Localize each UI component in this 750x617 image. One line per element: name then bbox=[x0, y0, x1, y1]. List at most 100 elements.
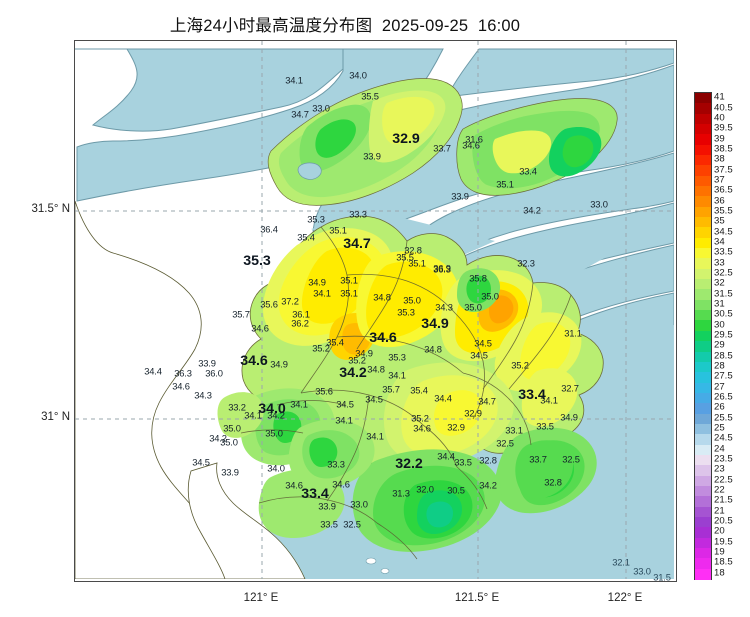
colorbar-tick: 40.5 bbox=[714, 102, 733, 113]
colorbar-segment bbox=[695, 496, 711, 508]
colorbar-tick: 37.5 bbox=[714, 164, 733, 176]
map-plot-area[interactable]: 34.1 34.0 35.5 33.0 34.7 32.9 33.7 31.6 33.9 33.4… bbox=[74, 40, 677, 582]
temperature-value-label: 32.9 bbox=[392, 131, 420, 147]
ytick-1: 31° N bbox=[41, 411, 70, 423]
temperature-value-label: 32.9 bbox=[447, 421, 465, 433]
colorbar-tick: 34.5 bbox=[714, 226, 733, 238]
outside-domain-mask bbox=[75, 200, 306, 579]
temperature-value-label: 34.1 bbox=[335, 414, 353, 426]
colorbar-tick: 39 bbox=[714, 133, 725, 145]
colorbar-segment bbox=[695, 392, 711, 404]
colorbar-tick: 27.5 bbox=[714, 370, 733, 382]
temperature-value-label: 33.9 bbox=[198, 357, 216, 369]
colorbar-segment bbox=[695, 485, 711, 497]
colorbar-tick: 33 bbox=[714, 257, 725, 269]
colorbar-segment bbox=[695, 382, 711, 394]
temperature-value-label: 33.9 bbox=[363, 150, 381, 162]
colorbar-tick: 35.5 bbox=[714, 205, 733, 217]
temperature-value-label: 32.8 bbox=[479, 454, 497, 466]
temperature-value-label: 35.3 bbox=[388, 351, 406, 363]
colorbar-tick: 40 bbox=[714, 112, 725, 124]
temperature-value-label: 35.0 bbox=[403, 294, 421, 306]
colorbar-segment bbox=[695, 372, 711, 384]
colorbar-segment bbox=[695, 330, 711, 342]
colorbar-tick: 23 bbox=[714, 463, 725, 475]
colorbar-segment bbox=[695, 217, 711, 229]
temperature-value-label: 35.1 bbox=[340, 287, 358, 299]
temperature-value-label: 36.1 bbox=[292, 308, 310, 320]
colorbar-segment bbox=[695, 527, 711, 539]
colorbar-tick: 20.5 bbox=[714, 515, 733, 527]
colorbar-tick: 38.5 bbox=[714, 143, 733, 155]
colorbar-segment bbox=[695, 175, 711, 187]
temperature-value-label: 35.5 bbox=[396, 251, 414, 263]
temperature-value-label: 34.8 bbox=[424, 343, 442, 355]
temperature-value-label: 34.4 bbox=[434, 392, 452, 404]
temperature-value-label: 35.1 bbox=[340, 274, 358, 286]
temperature-value-label: 34.6 bbox=[251, 322, 269, 334]
colorbar-tick: 37 bbox=[714, 174, 725, 186]
temperature-value-label: 36.0 bbox=[205, 367, 223, 379]
temperature-value-label: 33.0 bbox=[312, 102, 330, 114]
colorbar-tick: 31.5 bbox=[714, 288, 733, 300]
colorbar-segment bbox=[695, 558, 711, 570]
colorbar-segment bbox=[695, 434, 711, 446]
temperature-value-label: 34.3 bbox=[194, 389, 212, 401]
inner-water bbox=[297, 162, 322, 180]
colorbar-segment bbox=[695, 547, 711, 559]
colorbar-segment bbox=[695, 423, 711, 435]
temperature-value-label: 34.1 bbox=[388, 369, 406, 381]
colorbar-tick: 24 bbox=[714, 443, 725, 455]
colorbar-segment bbox=[695, 475, 711, 487]
temperature-value-label: 34.4 bbox=[144, 365, 162, 377]
temperature-value-label: 34.6 bbox=[413, 422, 431, 434]
colorbar-tick: 41 bbox=[714, 91, 725, 103]
colorbar-segment bbox=[695, 258, 711, 270]
colorbar[interactable]: 41 40.5 40 39.5 39 38.5 38 37.5 37 36.5 36 35.5 35 34… bbox=[694, 92, 733, 580]
temperature-value-label: 34.7 bbox=[291, 108, 309, 120]
temperature-value-label: 34.8 bbox=[367, 363, 385, 375]
temperature-value-label: 35.6 bbox=[315, 385, 333, 397]
temperature-value-label: 32.1 bbox=[612, 556, 630, 568]
temperature-value-label: 34.6 bbox=[332, 478, 350, 490]
colorbar-segment bbox=[695, 134, 711, 146]
colorbar-segment bbox=[695, 165, 711, 177]
colorbar-segment bbox=[695, 268, 711, 280]
colorbar-segment bbox=[695, 299, 711, 311]
temperature-value-label: 33.0 bbox=[350, 498, 368, 510]
colorbar-tick: 22 bbox=[714, 484, 725, 496]
temperature-value-label: 35.0 bbox=[223, 422, 241, 434]
xtick-1: 121.5° E bbox=[454, 592, 500, 604]
colorbar-segment bbox=[695, 444, 711, 456]
temperature-value-label: 33.7 bbox=[433, 142, 451, 154]
temperature-value-label: 35.4 bbox=[326, 336, 344, 348]
colorbar-segment bbox=[695, 516, 711, 528]
temperature-value-label: 32.3 bbox=[517, 257, 535, 269]
temperature-value-label: 32.7 bbox=[561, 382, 579, 394]
temperature-value-label: 35.0 bbox=[265, 427, 283, 439]
temperature-value-label: 34.1 bbox=[540, 394, 558, 406]
offshore-islands bbox=[365, 557, 390, 574]
mainland-field bbox=[217, 215, 604, 560]
colorbar-segment bbox=[695, 144, 711, 156]
colorbar-segment bbox=[695, 289, 711, 301]
temperature-value-label: 33.9 bbox=[318, 500, 336, 512]
colorbar-tick-labels: 41 40.5 40 39.5 39 38.5 38 37.5 37 36.5 36 35.5 35 34… bbox=[714, 92, 748, 580]
colorbar-tick: 33.5 bbox=[714, 246, 733, 258]
colorbar-segment bbox=[695, 186, 711, 197]
temperature-value-label: 35.0 bbox=[481, 290, 499, 302]
colorbar-tick: 39.5 bbox=[714, 122, 733, 134]
temperature-value-label: 32.8 bbox=[544, 476, 562, 488]
temperature-value-label: 34.1 bbox=[285, 74, 303, 86]
temperature-value-label: 34.6 bbox=[369, 330, 397, 346]
temperature-value-label: 34.9 bbox=[270, 358, 288, 370]
temperature-value-label: 34.1 bbox=[244, 409, 262, 421]
colorbar-tick: 19.5 bbox=[714, 536, 733, 548]
temperature-value-label: 34.5 bbox=[474, 337, 492, 349]
temperature-value-label: 36.4 bbox=[260, 223, 278, 235]
temperature-value-label: 36.3 bbox=[433, 263, 451, 275]
temperature-value-label: 36.2 bbox=[291, 317, 309, 329]
temperature-value-label: 33.9 bbox=[221, 466, 239, 478]
colorbar-tick: 32 bbox=[714, 277, 725, 289]
